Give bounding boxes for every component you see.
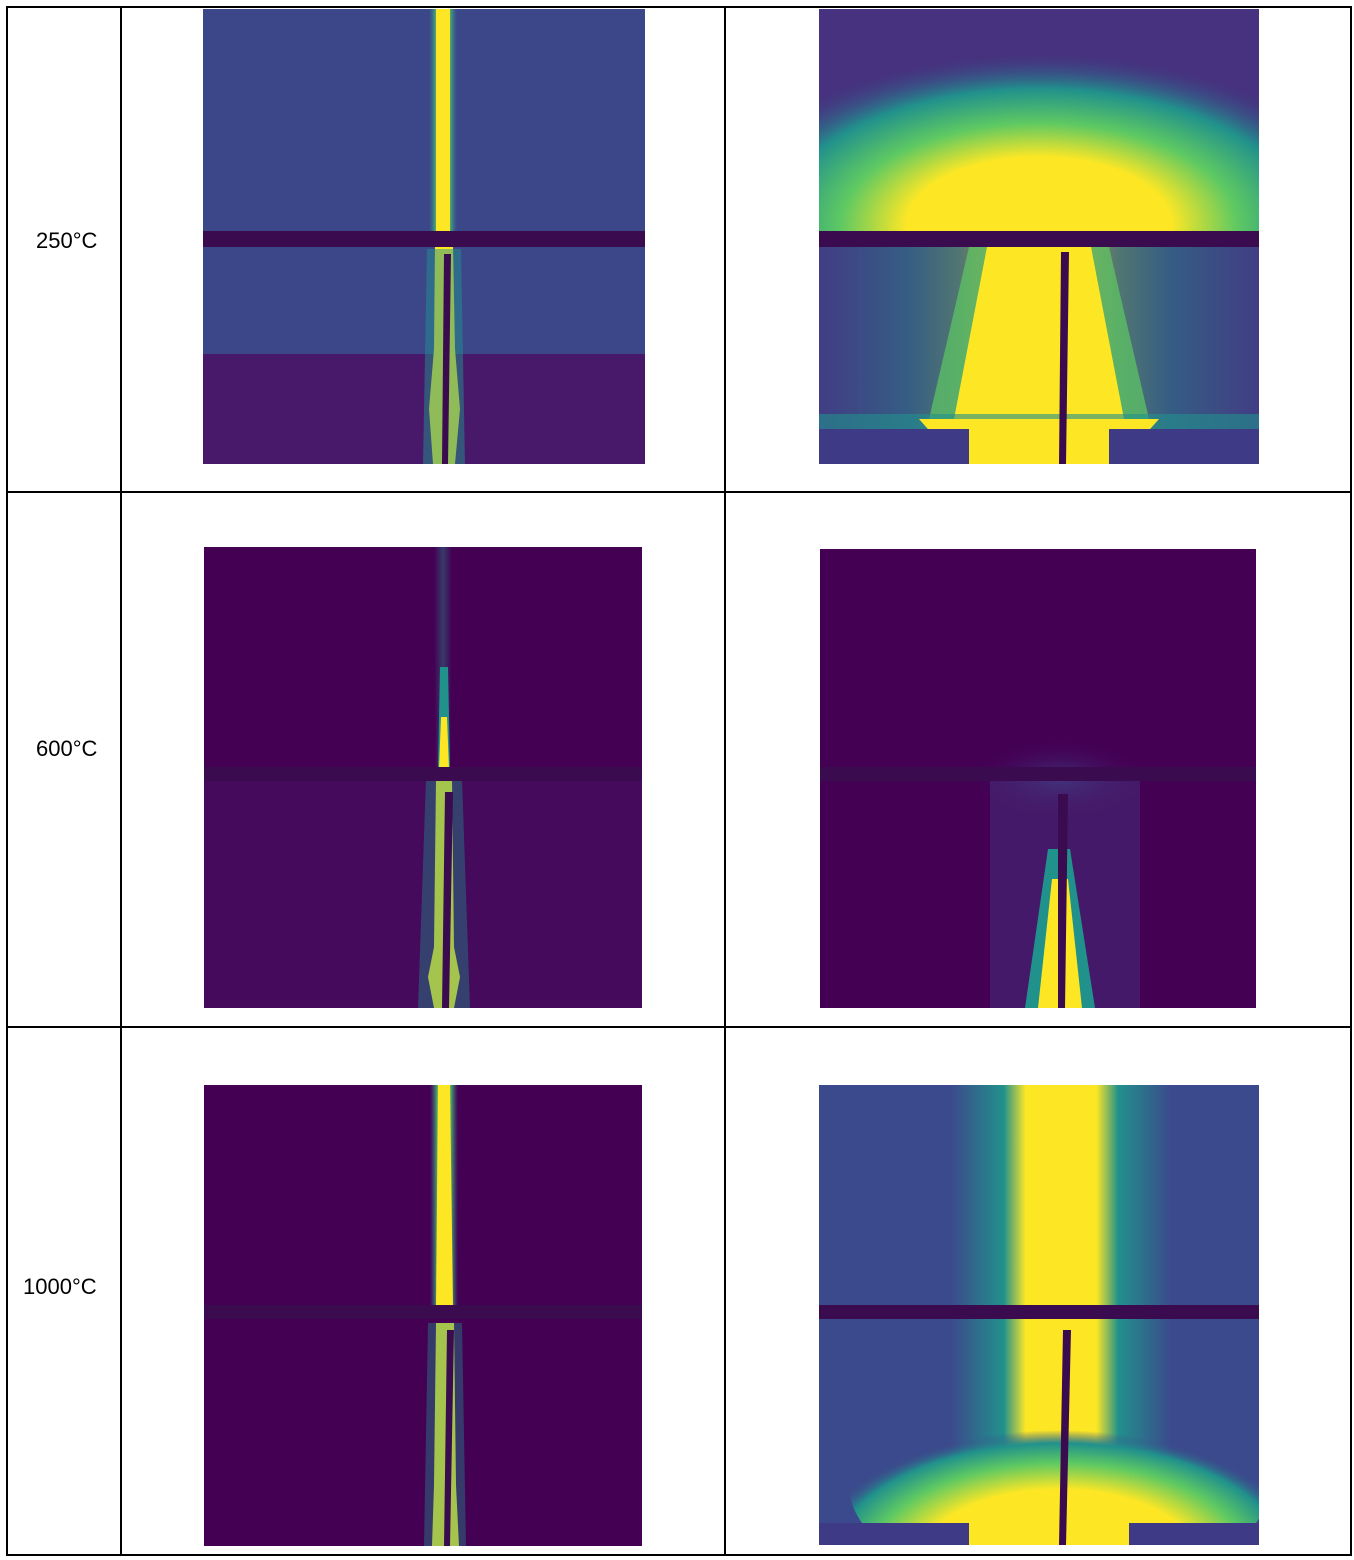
table-row-divider-2 [6, 1026, 1352, 1028]
scattering-image-250-right [819, 9, 1259, 464]
scattering-image-1000-right [819, 1085, 1259, 1545]
row-label-250: 250°C [36, 228, 98, 253]
scattering-image-1000-left [204, 1085, 642, 1546]
image-table: 250°C 600°C 1000°C [6, 6, 1352, 1556]
table-border-bottom [6, 1554, 1352, 1556]
table-divider-middle [724, 6, 726, 1556]
table-divider-label [120, 6, 122, 1556]
table-row-divider-1 [6, 491, 1352, 493]
row-label-1000: 1000°C [23, 1274, 97, 1299]
table-border-right [1350, 6, 1352, 1556]
table-border-left [6, 6, 8, 1556]
scattering-image-250-left [203, 9, 645, 464]
table-border-top [6, 6, 1352, 8]
scattering-image-600-left [204, 547, 642, 1008]
scattering-image-600-right [820, 549, 1256, 1008]
row-label-600: 600°C [36, 736, 98, 761]
